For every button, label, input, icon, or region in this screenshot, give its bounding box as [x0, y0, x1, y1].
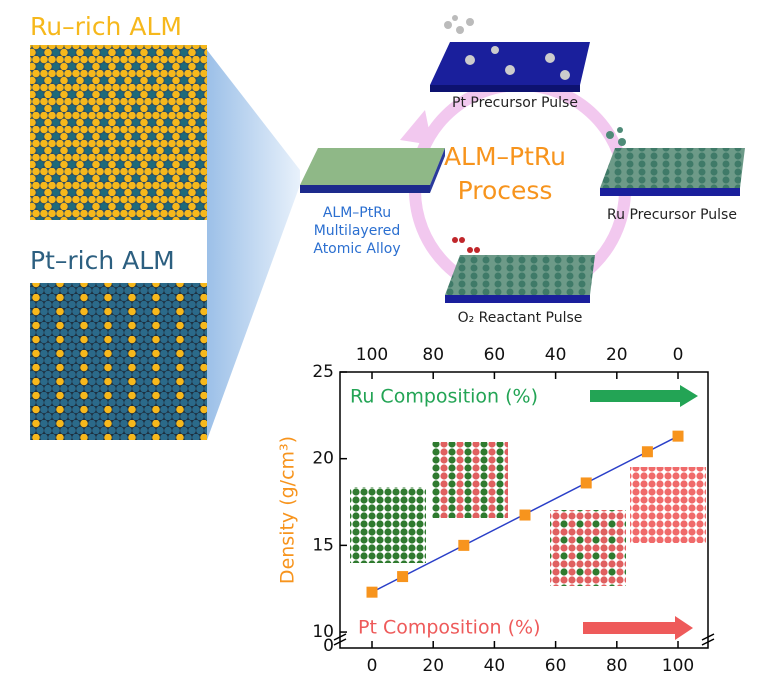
- x2-tick-label: 0: [673, 345, 684, 365]
- axis-break: [333, 633, 715, 646]
- process-title: ALM–PtRu: [444, 142, 566, 171]
- step-label: Ru Precursor Pulse: [607, 207, 737, 223]
- data-point: [641, 446, 653, 458]
- x2-tick-label: 60: [484, 345, 506, 365]
- x-tick-label: 100: [662, 656, 694, 676]
- x2-tick-label: 40: [545, 345, 567, 365]
- ru-arrow: [590, 385, 698, 407]
- pt-arrow: [583, 616, 693, 640]
- inset-mix: [432, 442, 508, 518]
- pt-slab: [430, 15, 590, 92]
- x-tick-label: 80: [606, 656, 628, 676]
- product-label: Multilayered: [314, 223, 401, 239]
- plot-frame: [339, 371, 709, 649]
- y-tick-label: 25: [312, 362, 334, 382]
- x-axis-title: Pt Composition (%): [358, 617, 541, 639]
- x-tick-label: 60: [545, 656, 567, 676]
- x2-tick-label: 20: [606, 345, 628, 365]
- inset-mix: [550, 510, 626, 586]
- product-slab: [300, 148, 445, 193]
- step-label: Pt Precursor Pulse: [452, 95, 578, 111]
- product-label: ALM–PtRu: [323, 205, 391, 221]
- process-title: Process: [458, 176, 553, 205]
- step-label: O₂ Reactant Pulse: [458, 310, 583, 326]
- data-point: [458, 539, 470, 551]
- x-tick-label: 0: [367, 656, 378, 676]
- data-point: [397, 571, 409, 583]
- y-tick-label: 10: [312, 622, 334, 642]
- o2-slab: [445, 237, 595, 303]
- zoom-fan: [207, 50, 300, 440]
- y-axis-title: Density (g/cm³): [277, 436, 299, 584]
- x2-tick-label: 80: [422, 345, 444, 365]
- y-tick-label: 15: [312, 535, 334, 555]
- pt-rich-title: Pt–rich ALM: [30, 246, 175, 275]
- data-point: [519, 509, 531, 521]
- ru-rich-title: Ru–rich ALM: [30, 12, 182, 41]
- x-tick-label: 20: [422, 656, 444, 676]
- cycle-arrow: [400, 110, 432, 145]
- y-tick-label: 20: [312, 449, 334, 469]
- data-point: [366, 586, 378, 598]
- inset-ru: [350, 487, 426, 563]
- y-break-label: 0: [323, 636, 334, 656]
- pt-rich-lattice: [30, 283, 207, 440]
- ru-rich-lattice: [30, 45, 207, 220]
- data-point: [580, 477, 592, 489]
- x2-axis-title: Ru Composition (%): [350, 386, 538, 408]
- inset-pt: [630, 467, 706, 543]
- x2-tick-label: 100: [356, 345, 388, 365]
- data-point: [672, 430, 684, 442]
- x-tick-label: 40: [484, 656, 506, 676]
- product-label: Atomic Alloy: [313, 241, 400, 257]
- ru-slab: [600, 127, 745, 196]
